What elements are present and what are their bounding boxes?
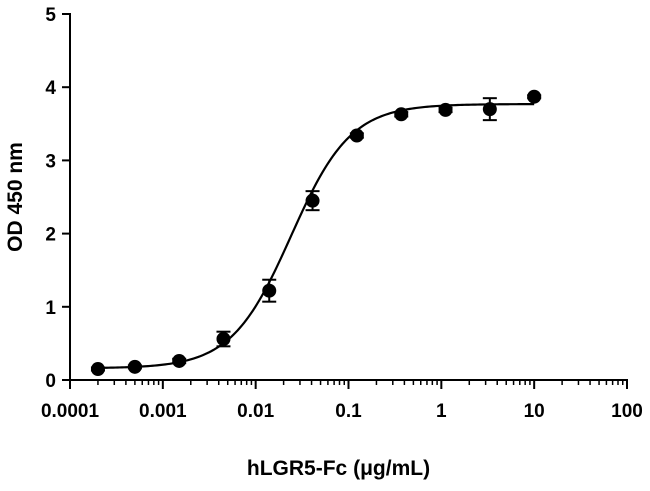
data-point xyxy=(349,128,364,143)
y-tick-label: 5 xyxy=(45,5,56,26)
x-tick-label: 1 xyxy=(436,401,447,422)
axes: 0 1 2 3 4 5 0.0001 0.001 0.01 0.1 1 10 100 xyxy=(41,5,643,422)
data-points-layer xyxy=(90,89,542,377)
fit-curve xyxy=(97,103,535,369)
data-point-group xyxy=(262,278,277,303)
data-point xyxy=(482,102,497,117)
data-point xyxy=(438,102,453,117)
y-tick-label: 1 xyxy=(45,298,56,319)
y-tick-label: 3 xyxy=(45,151,56,172)
x-tick-label: 0.0001 xyxy=(41,401,100,422)
data-point-group xyxy=(349,128,364,143)
data-point xyxy=(394,107,409,122)
data-point-group xyxy=(394,107,409,122)
x-tick-label: 10 xyxy=(524,401,545,422)
data-point xyxy=(172,353,187,368)
data-point-group xyxy=(172,353,187,368)
data-point xyxy=(305,193,320,208)
data-point-group xyxy=(90,362,105,377)
data-point-group xyxy=(438,102,453,117)
data-point-group xyxy=(305,190,320,212)
data-point xyxy=(216,332,231,347)
data-point xyxy=(262,283,277,298)
data-point-group xyxy=(216,330,231,348)
data-point xyxy=(127,359,142,374)
fit-curve-layer xyxy=(97,103,535,369)
data-point-group xyxy=(482,97,497,122)
y-tick-label: 4 xyxy=(45,78,56,99)
data-point-group xyxy=(527,89,542,104)
data-point xyxy=(90,362,105,377)
x-tick-label: 0.01 xyxy=(237,401,274,422)
x-tick-label: 0.001 xyxy=(139,401,187,422)
x-tick-label: 0.1 xyxy=(335,401,362,422)
y-axis-title: OD 450 nm xyxy=(4,142,27,252)
y-tick-label: 2 xyxy=(45,225,56,246)
data-point xyxy=(527,89,542,104)
x-tick-label: 100 xyxy=(611,401,643,422)
data-point-group xyxy=(127,359,142,374)
x-axis-title: hLGR5-Fc (μg/mL) xyxy=(247,457,430,480)
y-tick-label: 0 xyxy=(45,371,56,392)
